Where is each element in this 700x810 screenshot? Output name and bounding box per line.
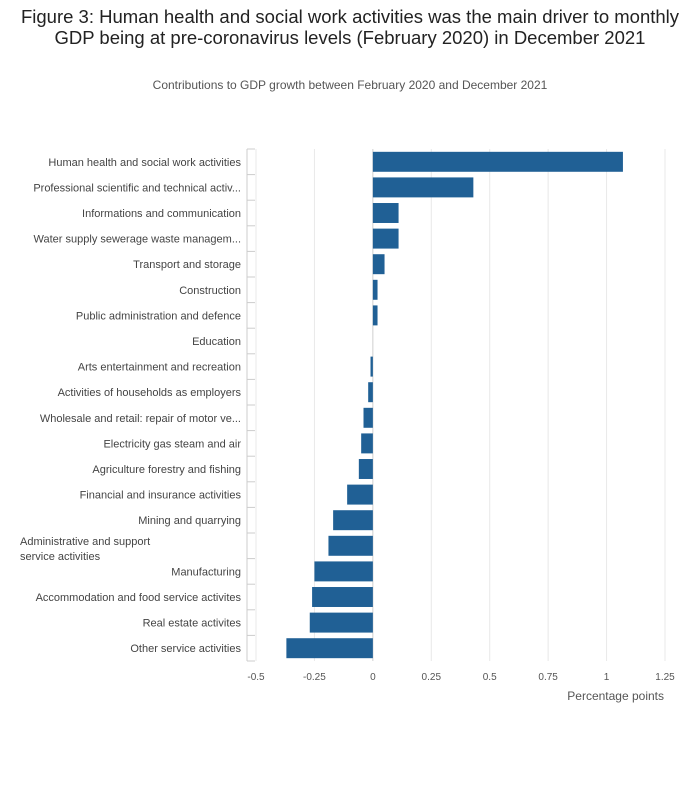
bar[interactable]	[372, 305, 378, 326]
bar[interactable]	[372, 279, 378, 300]
bars	[286, 151, 623, 659]
category-label: Informations and communication	[82, 208, 241, 220]
category-label: Accommodation and food service activites	[36, 592, 242, 604]
bar[interactable]	[363, 407, 373, 428]
bar[interactable]	[372, 177, 474, 198]
category-label: Construction	[179, 285, 241, 297]
bar[interactable]	[286, 638, 373, 659]
bar[interactable]	[328, 535, 373, 556]
bar[interactable]	[312, 587, 373, 607]
category-label: Transport and storage	[133, 259, 241, 271]
x-tick-label: 0.25	[422, 672, 442, 683]
x-tick-label: 1.25	[655, 672, 675, 683]
category-label: Real estate activites	[143, 618, 242, 630]
x-tick-label: -0.5	[247, 672, 265, 683]
bar[interactable]	[372, 254, 385, 275]
x-axis-title: Percentage points	[567, 689, 664, 703]
chart-title: Figure 3: Human health and social work a…	[20, 6, 680, 48]
category-label: Wholesale and retail: repair of motor ve…	[40, 413, 241, 425]
x-tick-labels: -0.5 -0.25 0 0.25 0.5 0.75 1 1.25	[247, 672, 675, 683]
category-label: Arts entertainment and recreation	[78, 362, 241, 374]
category-label: Professional scientific and technical ac…	[33, 182, 241, 194]
category-labels: Human health and social work activities P…	[20, 157, 241, 655]
category-label: Other service activities	[130, 643, 241, 655]
gridlines	[246, 148, 666, 662]
x-tick-label: 0	[370, 672, 376, 683]
category-label: Administrative and support service activi…	[20, 536, 150, 563]
bar[interactable]	[309, 612, 373, 633]
category-label: Activities of households as employers	[58, 387, 242, 399]
category-label: Manufacturing	[171, 566, 241, 578]
x-tick-label: 1	[604, 672, 610, 683]
bar[interactable]	[347, 484, 373, 505]
category-label: Financial and insurance activities	[80, 490, 242, 502]
bar[interactable]	[372, 151, 623, 172]
bar[interactable]	[368, 382, 373, 403]
category-label: Electricity gas steam and air	[103, 438, 241, 450]
x-tick-label: -0.25	[303, 672, 326, 683]
bar[interactable]	[370, 356, 373, 377]
category-label: Agriculture forestry and fishing	[92, 464, 241, 476]
bar[interactable]	[314, 561, 373, 582]
category-label: Education	[192, 336, 241, 348]
category-label: Human health and social work activities	[48, 157, 241, 169]
bar[interactable]	[333, 510, 373, 531]
bar[interactable]	[372, 228, 399, 249]
category-label: Mining and quarrying	[138, 515, 241, 527]
chart-subtitle: Contributions to GDP growth between Febr…	[152, 78, 548, 92]
category-label: Public administration and defence	[76, 310, 241, 322]
bar[interactable]	[361, 433, 373, 454]
x-tick-label: 0.75	[538, 672, 558, 683]
category-label: Water supply sewerage waste managem...	[34, 234, 241, 246]
bar[interactable]	[358, 459, 373, 479]
bar[interactable]	[372, 203, 399, 223]
x-tick-label: 0.5	[483, 672, 497, 683]
